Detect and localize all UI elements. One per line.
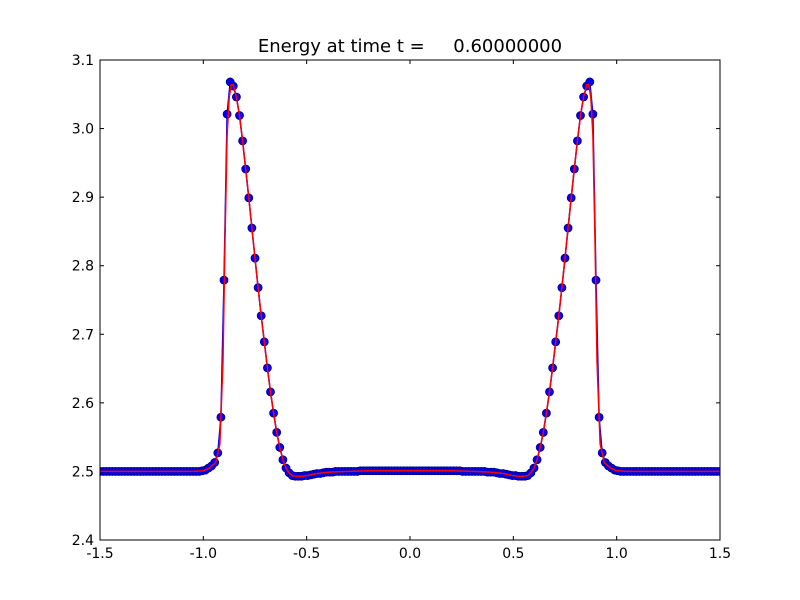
x-tick-label: 1.0 — [606, 546, 628, 562]
x-tick-label: 0.0 — [399, 546, 421, 562]
plot-area — [100, 60, 720, 540]
x-tick-label: -0.5 — [293, 546, 320, 562]
y-tick-label: 2.6 — [72, 396, 94, 412]
y-tick-label: 3.1 — [72, 53, 94, 69]
plot-frame — [99, 59, 721, 541]
series-line-red — [100, 83, 720, 477]
y-tick-label: 2.9 — [72, 190, 94, 206]
tick-labels: -1.5 -1.0 -0.5 0.0 0.5 1.0 1.5 2.4 2.5 2.6 2.7 2.8 2… — [72, 53, 731, 562]
chart-title: Energy at time t = 0.60000000 — [258, 36, 562, 57]
series-layer — [100, 77, 720, 481]
data-point — [588, 109, 598, 119]
x-tick-label: 0.5 — [502, 546, 524, 562]
data-point — [222, 109, 232, 119]
y-tick-label: 2.5 — [72, 464, 94, 480]
series-clip-group — [100, 77, 720, 481]
x-tick-label: -1.0 — [190, 546, 217, 562]
x-tick-label: 1.5 — [709, 546, 731, 562]
y-tick-label: 2.4 — [72, 533, 94, 549]
y-tick-label: 2.7 — [72, 327, 94, 343]
y-tick-label: 2.8 — [72, 259, 94, 275]
y-tick-label: 3.0 — [72, 122, 94, 138]
x-tick-label: -1.5 — [86, 546, 113, 562]
